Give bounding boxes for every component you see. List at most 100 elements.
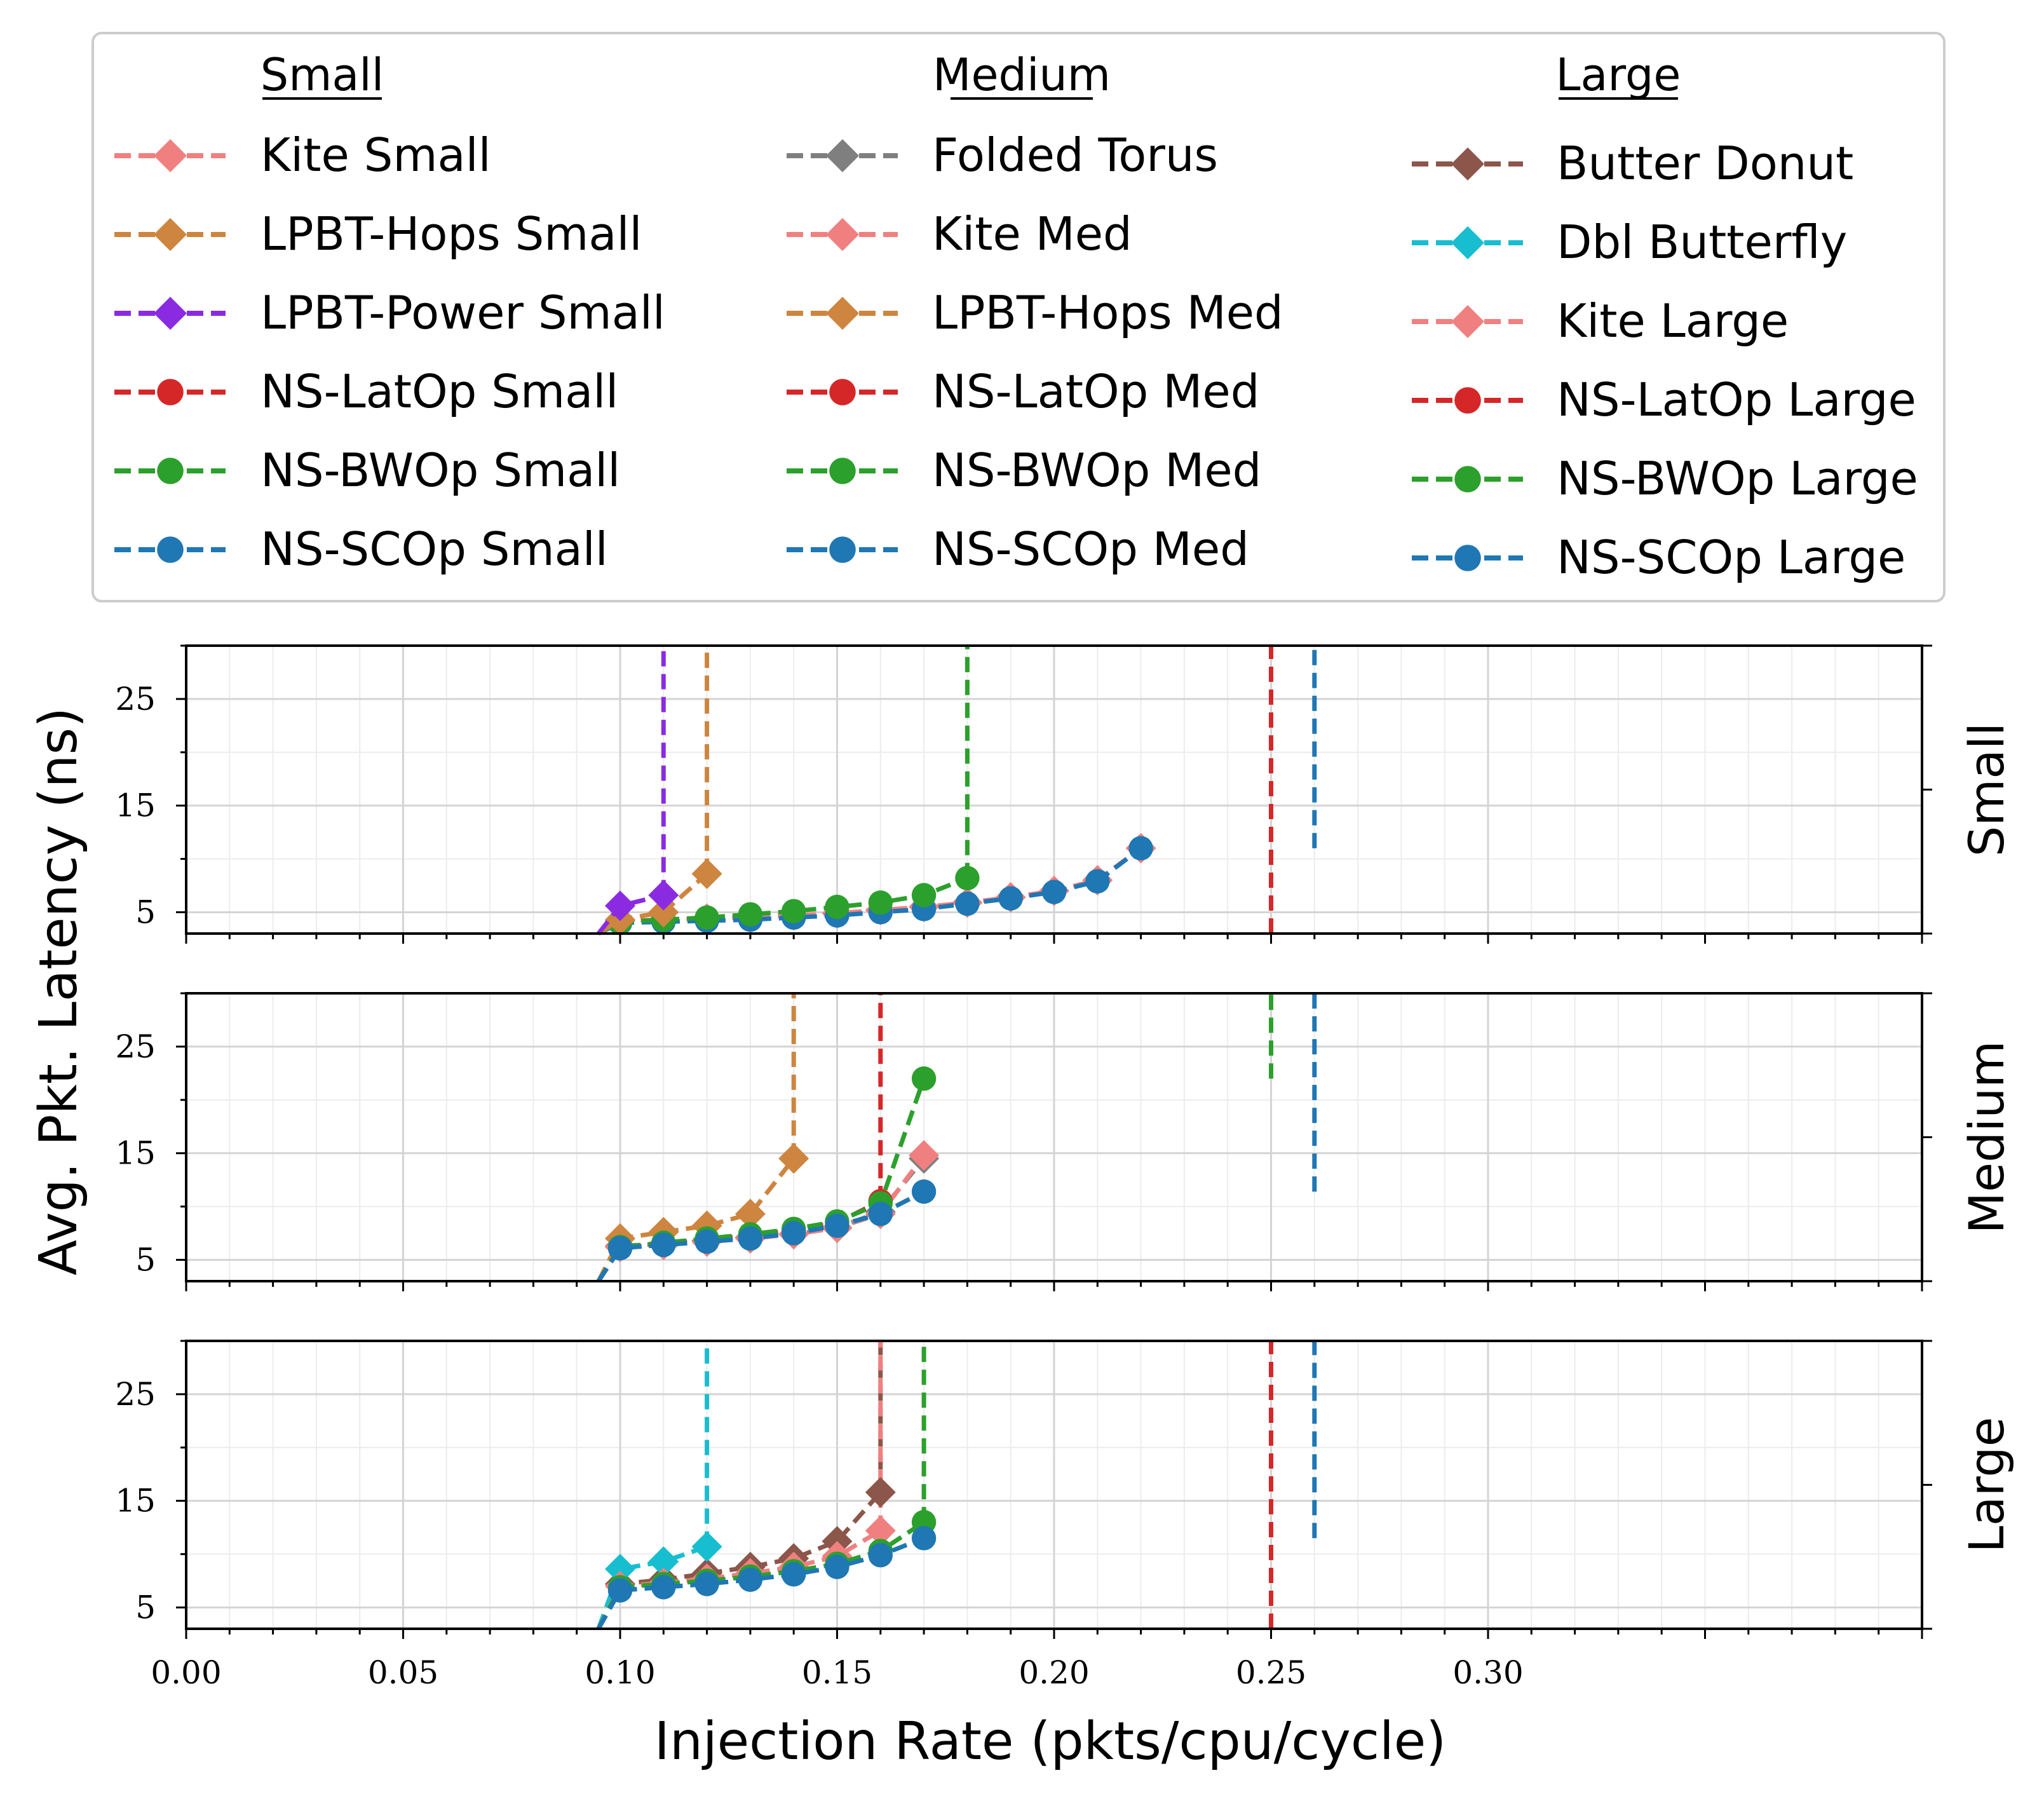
data-point bbox=[694, 1229, 719, 1254]
legend-frame bbox=[91, 32, 1946, 602]
data-point bbox=[865, 1515, 896, 1546]
legend-swatch-marker bbox=[1451, 226, 1484, 259]
x-tick-label: 0.15 bbox=[802, 1654, 872, 1691]
x-tick-label: 0.25 bbox=[1236, 1654, 1306, 1691]
legend-label: NS-BWOp Small bbox=[261, 444, 620, 497]
panel-small: 5 15 25 Small bbox=[115, 644, 2015, 944]
legend-group-title: Large bbox=[1556, 49, 1681, 101]
data-point bbox=[738, 1567, 763, 1593]
series-line bbox=[596, 1544, 708, 1630]
data-point bbox=[911, 883, 937, 907]
data-point bbox=[782, 899, 806, 923]
data-point bbox=[648, 1546, 679, 1577]
series-line bbox=[596, 1078, 926, 1282]
legend-swatch-marker bbox=[154, 218, 187, 251]
x-tick-label: 0.05 bbox=[368, 1654, 438, 1691]
legend-swatch-marker bbox=[826, 139, 859, 172]
data-point bbox=[648, 880, 679, 911]
y-tick-label: 15 bbox=[115, 787, 156, 824]
data-point bbox=[651, 1575, 676, 1600]
data-point bbox=[955, 866, 980, 890]
data-point bbox=[694, 1572, 719, 1596]
data-point bbox=[738, 1226, 763, 1251]
data-point bbox=[607, 1235, 633, 1261]
data-point bbox=[868, 890, 893, 915]
legend-label: NS-SCOp Small bbox=[261, 522, 608, 576]
legend-swatch-marker bbox=[1451, 305, 1484, 338]
legend-swatch-marker bbox=[154, 139, 187, 172]
data-point bbox=[825, 894, 849, 920]
chart-panels: 5 15 25 Small 5 15 25 Medium 5 15 25 Large 0.00 0.05 0… bbox=[115, 644, 2015, 1691]
data-point bbox=[1085, 869, 1110, 894]
y-tick-label: 25 bbox=[115, 1028, 156, 1065]
legend-label: Kite Large bbox=[1557, 294, 1789, 348]
panel-label: Small bbox=[1958, 723, 2015, 857]
panel-label: Medium bbox=[1958, 1041, 2015, 1234]
data-point bbox=[694, 905, 719, 930]
data-point bbox=[998, 886, 1023, 911]
data-point bbox=[605, 1554, 635, 1585]
x-tick-label: 0.30 bbox=[1452, 1654, 1523, 1691]
legend-swatch-marker bbox=[1454, 466, 1481, 493]
y-tick-label: 15 bbox=[115, 1483, 156, 1519]
data-point bbox=[1041, 880, 1067, 904]
legend-label: LPBT-Power Small bbox=[261, 286, 665, 339]
legend-swatch-marker bbox=[829, 536, 856, 563]
legend-swatch-marker bbox=[826, 218, 859, 251]
legend-label: NS-BWOp Large bbox=[1557, 452, 1918, 505]
data-point bbox=[911, 1179, 937, 1204]
data-point bbox=[778, 1143, 809, 1174]
data-point bbox=[782, 1221, 806, 1246]
y-tick-label: 15 bbox=[115, 1135, 156, 1172]
data-point bbox=[825, 1554, 849, 1579]
panel-large: 5 15 25 Large bbox=[115, 1340, 2015, 1639]
legend-label: Kite Small bbox=[261, 128, 491, 182]
legend-label: Kite Med bbox=[932, 207, 1132, 261]
data-point bbox=[911, 1526, 937, 1551]
legend-swatch-marker bbox=[829, 379, 856, 405]
panel-label: Large bbox=[1958, 1417, 2015, 1553]
x-tick-label: 0.20 bbox=[1019, 1654, 1089, 1691]
data-point bbox=[825, 1213, 849, 1238]
x-tick-label: 0.10 bbox=[585, 1654, 655, 1691]
legend-label: LPBT-Hops Small bbox=[261, 207, 642, 261]
y-tick-label: 5 bbox=[135, 1241, 156, 1278]
legend-swatch-marker bbox=[1454, 545, 1481, 571]
data-point bbox=[865, 1477, 896, 1508]
legend-swatch-marker bbox=[157, 379, 184, 405]
legend-group-title: Small bbox=[261, 49, 384, 101]
legend-label: NS-LatOp Small bbox=[261, 365, 618, 418]
data-point bbox=[911, 1066, 937, 1091]
legend: Small Kite Small LPBT-Hops Small LPBT-Power… bbox=[91, 32, 1946, 602]
series-line bbox=[597, 872, 708, 935]
legend-group-title: Medium bbox=[933, 49, 1111, 101]
x-tick-label: 0.00 bbox=[151, 1654, 221, 1691]
data-point bbox=[1128, 836, 1153, 860]
data-point bbox=[782, 1562, 806, 1587]
legend-label: NS-BWOp Med bbox=[932, 444, 1261, 497]
series-line bbox=[597, 876, 968, 936]
legend-swatch-marker bbox=[157, 536, 184, 563]
data-point bbox=[691, 859, 722, 890]
legend-label: Butter Donut bbox=[1557, 137, 1853, 190]
legend-label: LPBT-Hops Med bbox=[932, 286, 1283, 339]
data-point bbox=[868, 1543, 893, 1568]
data-point bbox=[651, 1232, 676, 1258]
legend-label: NS-LatOp Med bbox=[932, 365, 1259, 418]
series-line bbox=[596, 1157, 795, 1282]
y-tick-label: 5 bbox=[135, 894, 156, 930]
legend-swatch-marker bbox=[829, 458, 856, 484]
legend-swatch-marker bbox=[826, 297, 859, 330]
legend-label: NS-SCOp Med bbox=[932, 522, 1249, 576]
data-point bbox=[734, 1199, 766, 1230]
data-point bbox=[648, 897, 679, 928]
x-axis-title: Injection Rate (pkts/cpu/cycle) bbox=[654, 1711, 1446, 1772]
data-point bbox=[605, 890, 635, 921]
data-point bbox=[909, 1140, 940, 1171]
y-axis-title: Avg. Pkt. Latency (ns) bbox=[29, 707, 89, 1275]
y-tick-label: 5 bbox=[135, 1589, 156, 1626]
panel-medium: 5 15 25 Medium bbox=[115, 992, 2015, 1291]
legend-swatch-marker bbox=[1454, 387, 1481, 414]
legend-label: NS-LatOp Large bbox=[1557, 373, 1916, 426]
